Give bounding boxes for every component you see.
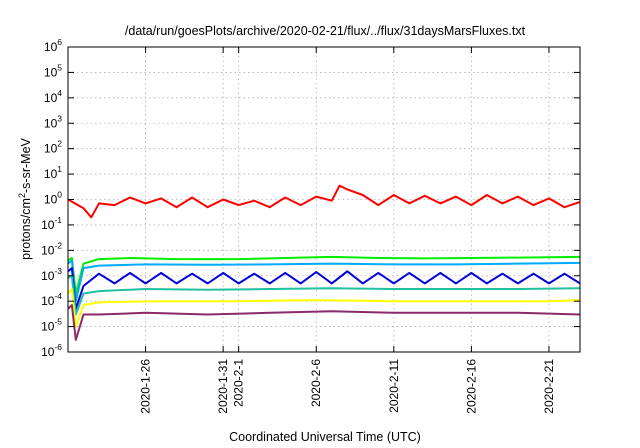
y-tick-label: 10-4: [41, 291, 62, 308]
series-group: [68, 184, 580, 341]
x-tick-label: 2020-2-1: [232, 359, 246, 407]
y-tick-label: 10-3: [41, 266, 62, 283]
y-tick-label: 102: [44, 139, 62, 156]
y-tick-label: 105: [44, 62, 62, 79]
series-line-3: [68, 259, 580, 303]
x-tick-label: 2020-1-26: [139, 359, 153, 414]
series-line-7: [68, 304, 580, 341]
x-tick-label: 2020-2-21: [542, 359, 556, 414]
x-tick-label: 2020-2-16: [464, 359, 478, 414]
y-tick-label: 106: [44, 37, 62, 54]
y-tick-label: 103: [44, 113, 62, 130]
series-line-5: [68, 274, 580, 316]
chart-title: /data/run/goesPlots/archive/2020-02-21/f…: [125, 24, 526, 38]
series-line-1: [68, 184, 580, 219]
series-line-6: [68, 288, 580, 328]
y-tick-label: 100: [44, 190, 62, 207]
y-tick-label: 10-6: [41, 342, 62, 359]
y-axis: 10-6 10-5 10-4 10-3 10-2 10-1 100 101 102 103 104 1…: [41, 37, 580, 359]
x-axis: 2020-1-26 2020-1-31 2020-2-1 2020-2-6 2020-2…: [139, 47, 556, 414]
series-line-2: [68, 255, 580, 295]
y-tick-label: 10-5: [41, 317, 62, 334]
x-tick-label: 2020-1-31: [216, 359, 230, 414]
y-tick-label: 10-2: [41, 240, 62, 257]
grid: [68, 47, 580, 352]
x-tick-label: 2020-2-6: [309, 359, 323, 407]
y-tick-label: 10-1: [41, 215, 62, 232]
series-line-4: [68, 267, 580, 310]
y-axis-label: protons/cm2-s-sr-MeV: [17, 137, 33, 259]
x-tick-label: 2020-2-11: [387, 359, 401, 413]
y-tick-label: 104: [44, 88, 62, 105]
x-axis-label: Coordinated Universal Time (UTC): [229, 430, 421, 444]
y-tick-label: 101: [44, 164, 62, 181]
